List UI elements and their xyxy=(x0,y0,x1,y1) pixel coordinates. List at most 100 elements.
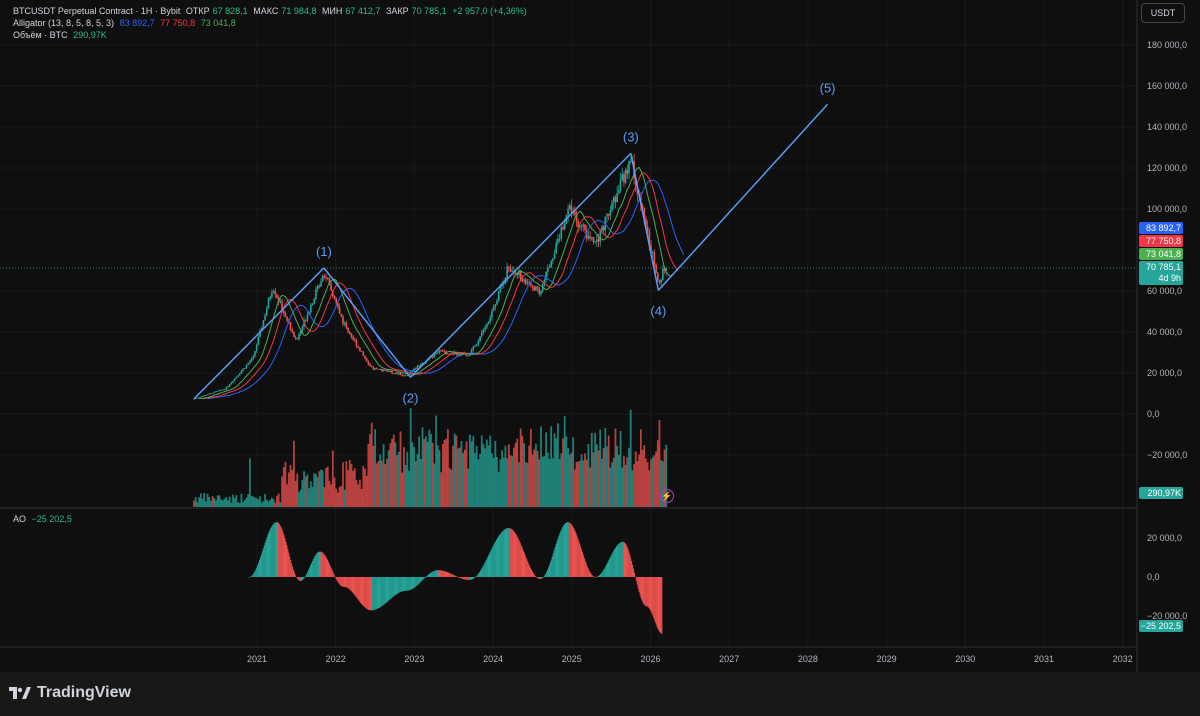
volume-bar xyxy=(557,423,559,507)
ao-bar xyxy=(472,577,474,579)
volume-bar xyxy=(314,473,317,507)
candle-body xyxy=(337,303,339,307)
volume-bar xyxy=(267,501,270,507)
candle-body xyxy=(648,231,651,245)
chart-canvas[interactable]: (1) (2) (3) (4) (5) 180 000,0 160 000,0 140 00… xyxy=(0,0,1200,672)
volume-bar xyxy=(572,437,575,507)
ao-bar xyxy=(276,522,278,577)
symbol-title[interactable]: BTCUSDT Perpetual Contract · 1H · Bybit xyxy=(13,6,181,16)
ao-bar xyxy=(414,577,416,587)
ao-bar xyxy=(612,552,614,577)
ao-bar xyxy=(367,577,369,610)
volume-bar xyxy=(465,441,468,507)
volume-legend[interactable]: Объём · BTC 290,97K xyxy=(13,29,110,41)
candle-body xyxy=(203,395,205,397)
flash-icon[interactable]: ⚡ xyxy=(660,489,674,503)
symbol-legend[interactable]: BTCUSDT Perpetual Contract · 1H · Bybit … xyxy=(13,5,530,17)
candle-body xyxy=(457,354,459,356)
ao-bar xyxy=(353,577,355,595)
volume-bar xyxy=(631,470,634,507)
ao-bar xyxy=(416,577,418,586)
candle-body xyxy=(431,356,434,358)
candle-body xyxy=(472,346,475,351)
candle-body xyxy=(599,231,602,242)
candle-body xyxy=(524,279,527,284)
ao-bar xyxy=(430,572,432,577)
candle-body xyxy=(299,330,302,335)
ao-bar xyxy=(379,577,381,608)
ao-bar xyxy=(623,542,625,577)
ao-bar xyxy=(314,555,316,577)
candle-body xyxy=(536,286,539,289)
volume-bar xyxy=(254,497,256,507)
ao-bar xyxy=(547,569,549,577)
ao-label[interactable]: AO xyxy=(13,514,27,524)
ao-axis: 20 000,0 0,0 −20 000,0 xyxy=(1147,533,1187,621)
volume-bar xyxy=(511,456,514,507)
ao-bar xyxy=(417,577,419,585)
ao-bar xyxy=(463,577,465,580)
ao-bar xyxy=(482,565,484,577)
volume-bar xyxy=(653,455,656,507)
volume-bar xyxy=(215,500,217,507)
ao-bar xyxy=(249,576,251,578)
volume-bar xyxy=(565,436,568,507)
ao-bar xyxy=(563,525,565,577)
volume-bar xyxy=(292,440,295,507)
volume-label[interactable]: Объём · BTC xyxy=(13,30,68,40)
ao-legend[interactable]: AO −25 202,5 xyxy=(13,513,75,525)
candle-body xyxy=(489,317,492,322)
volume-bar xyxy=(497,472,500,507)
ao-bar xyxy=(454,575,456,577)
ao-bar xyxy=(288,552,290,577)
ao-bar xyxy=(331,570,333,577)
ao-bar xyxy=(500,532,502,577)
ao-bar xyxy=(628,550,630,577)
alligator-legend[interactable]: Alligator (13, 8, 5, 8, 5, 3) 83 892,7 7… xyxy=(13,17,239,29)
candle-body xyxy=(357,346,360,348)
ao-bar xyxy=(422,577,424,580)
ao-bar xyxy=(319,551,321,577)
volume-bar xyxy=(492,458,495,507)
change-value: +2 957,0 (+4,36%) xyxy=(452,6,527,16)
volume-bar xyxy=(545,432,547,507)
volume-bar xyxy=(203,493,206,507)
candle-body xyxy=(611,202,613,211)
ao-bar xyxy=(520,544,522,577)
ao-bar xyxy=(474,577,476,578)
candle-body xyxy=(262,320,265,328)
volume-bar xyxy=(563,416,566,507)
ao-bar xyxy=(601,571,603,577)
volume-bar xyxy=(303,471,305,507)
candle-body xyxy=(389,370,392,372)
candle-body xyxy=(584,224,586,231)
volume-value: 290,97K xyxy=(73,30,107,40)
candle-body xyxy=(589,236,591,239)
elliott-wave-drawing xyxy=(193,103,829,400)
currency-button[interactable]: USDT xyxy=(1141,3,1185,23)
ao-bar xyxy=(289,556,291,577)
ao-bar xyxy=(448,572,450,577)
ao-bar xyxy=(514,531,516,577)
candle-body xyxy=(364,355,366,359)
ao-bar xyxy=(659,577,661,633)
ao-bar xyxy=(624,542,626,577)
candle-body xyxy=(590,237,593,239)
candle-body xyxy=(244,368,246,369)
ao-bar xyxy=(532,573,534,577)
ao-bar xyxy=(429,573,431,577)
ao-bar xyxy=(437,570,439,577)
candle-body xyxy=(211,393,214,394)
volume-bar xyxy=(335,488,338,507)
ao-bar xyxy=(602,570,604,577)
ao-bar xyxy=(438,570,440,577)
alligator-label[interactable]: Alligator (13, 8, 5, 8, 5, 3) xyxy=(13,18,115,28)
brand-name: TradingView xyxy=(37,684,131,701)
ao-bar xyxy=(634,576,636,578)
tradingview-logo[interactable]: TradingView xyxy=(9,683,131,703)
ao-bar xyxy=(293,569,295,577)
candle-body xyxy=(618,190,620,194)
wave-label: (3) xyxy=(623,129,639,144)
volume-bar xyxy=(265,499,268,507)
ao-bar xyxy=(660,577,662,634)
